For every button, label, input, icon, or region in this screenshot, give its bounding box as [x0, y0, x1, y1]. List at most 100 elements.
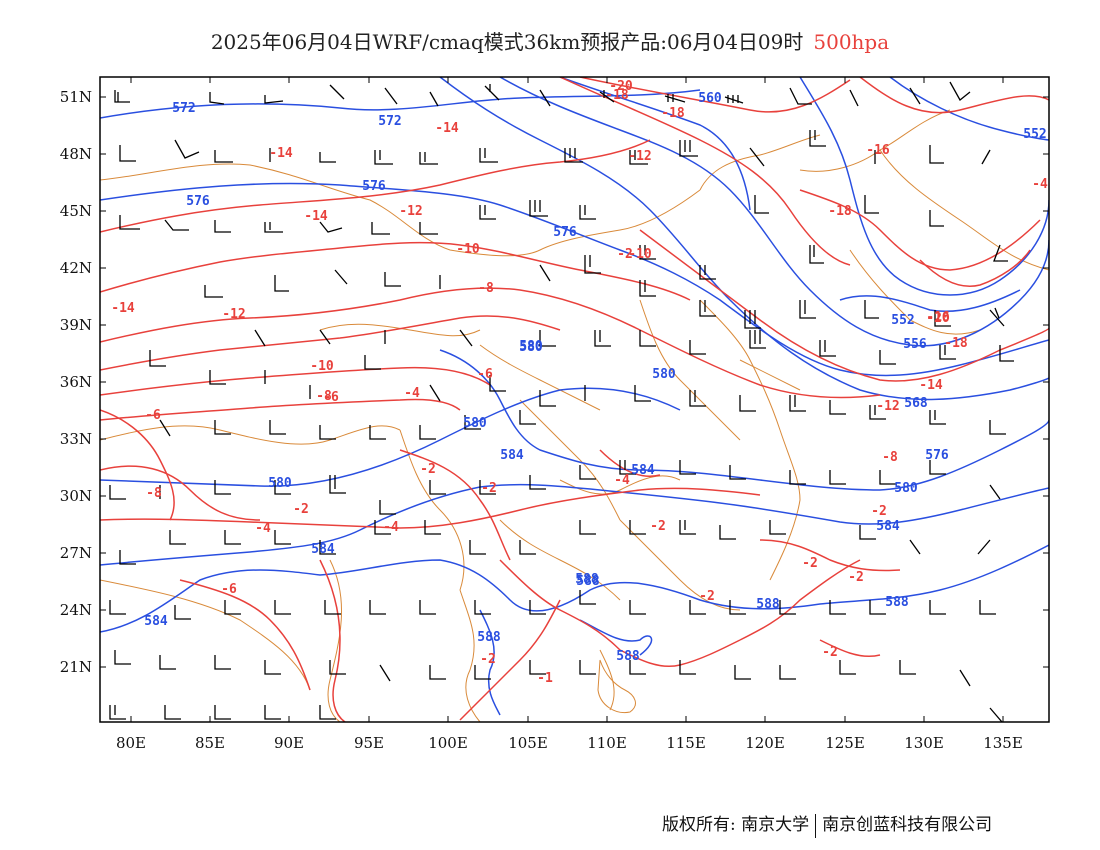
height-label: 588	[477, 630, 501, 645]
temperature-label: -2	[650, 519, 666, 534]
temperature-contour-labels: -14-14-14-14-12-12-10-10-8-8-8-6-6-6-6 -4…	[111, 79, 1048, 686]
temperature-label: -10	[310, 359, 334, 374]
height-label: 584	[144, 614, 168, 629]
height-label: 580	[894, 481, 918, 496]
lat-axis-labels: 51N 48N 45N 42N 39N 36N 33N 30N 27N 24N 21N	[60, 88, 92, 676]
lon-label-130E: 130E	[904, 734, 944, 752]
temperature-label: -2	[481, 481, 497, 496]
temperature-label: -10	[628, 247, 652, 262]
footer-credit: 版权所有: 南京大学 南京创蓝科技有限公司	[662, 810, 992, 838]
height-label: 552	[1023, 127, 1046, 142]
height-label: 556	[903, 337, 927, 352]
height-label: 576	[186, 194, 210, 209]
temperature-label: -18	[828, 204, 852, 219]
lat-label-48N: 48N	[60, 145, 92, 163]
title-main: 2025年06月04日WRF/cmaq模式36km预报产品:06月04日09时	[210, 30, 804, 54]
lat-label-39N: 39N	[60, 316, 92, 334]
footer-separator	[815, 813, 817, 838]
temperature-label: -2	[293, 502, 309, 517]
title-level: 500hpa	[813, 30, 890, 54]
height-label: 588	[576, 574, 600, 589]
boundary-lines	[100, 109, 1049, 722]
height-contour-labels: 572 572 576 576 576 580 580 580 580 580 584 584 584 5…	[144, 91, 1046, 664]
temperature-label: -2	[420, 462, 436, 477]
height-label: 584	[311, 542, 335, 557]
lon-label-80E: 80E	[116, 734, 146, 752]
lon-label-115E: 115E	[666, 734, 706, 752]
lon-label-90E: 90E	[274, 734, 304, 752]
temperature-label: -16	[866, 143, 890, 158]
height-label: 576	[553, 225, 577, 240]
temperature-label: -18	[944, 336, 968, 351]
temperature-label: -2	[871, 504, 887, 519]
temperature-label: -4	[614, 473, 630, 488]
temperature-label: -2	[480, 652, 496, 667]
temperature-label: -18	[605, 88, 629, 103]
height-label: 584	[500, 448, 524, 463]
temperature-label: -20	[926, 311, 950, 326]
temperature-label: -8	[146, 486, 162, 501]
height-label: 560	[698, 91, 722, 106]
lon-label-110E: 110E	[587, 734, 627, 752]
temperature-label: -2	[617, 247, 633, 262]
temperature-label: -2	[699, 589, 715, 604]
height-label: 580	[519, 339, 543, 354]
temperature-label: -18	[661, 106, 685, 121]
temperature-label: -10	[456, 242, 480, 257]
temperature-label: -4	[255, 521, 271, 536]
height-label: 588	[575, 572, 599, 587]
wind-barbs	[109, 81, 1014, 722]
height-label: 572	[172, 101, 195, 116]
map-title: 2025年06月04日WRF/cmaq模式36km预报产品:06月04日09时 5…	[0, 26, 1100, 55]
temperature-label: -1	[537, 671, 553, 686]
temperature-label: -4	[383, 520, 399, 535]
lon-axis-labels: 80E 85E 90E 95E 100E 105E 110E 115E 120E 125E 130E…	[116, 734, 1023, 752]
temperature-label: -12	[876, 399, 899, 414]
temperature-contours	[100, 77, 1049, 722]
lat-label-30N: 30N	[60, 487, 92, 505]
temperature-label: -14	[435, 121, 459, 136]
temperature-label: -2	[848, 570, 864, 585]
temperature-label: -14	[111, 301, 135, 316]
temperature-label: -12	[399, 204, 422, 219]
lat-label-45N: 45N	[60, 202, 92, 220]
temperature-label: -2	[822, 645, 838, 660]
height-label: 568	[904, 396, 928, 411]
temperature-label: -6	[323, 390, 339, 405]
temperature-label: -14	[269, 146, 293, 161]
temperature-label: -12	[628, 149, 651, 164]
temperature-label: -6	[221, 582, 237, 597]
temperature-label: -4	[404, 386, 420, 401]
temperature-label: -6	[477, 367, 493, 382]
height-label: 576	[925, 448, 949, 463]
lon-label-135E: 135E	[983, 734, 1023, 752]
map-plot-area	[100, 77, 1049, 722]
temperature-label: -14	[304, 209, 328, 224]
height-label: 572	[378, 114, 401, 129]
height-label: 580	[268, 476, 292, 491]
company-text: 南京创蓝科技有限公司	[822, 815, 993, 835]
height-label: 580	[652, 367, 676, 382]
height-label: 584	[876, 519, 900, 534]
temperature-label: -16	[926, 310, 950, 325]
lat-label-27N: 27N	[60, 544, 92, 562]
lon-label-85E: 85E	[195, 734, 225, 752]
lat-label-36N: 36N	[60, 373, 92, 391]
height-label: 588	[616, 649, 640, 664]
height-label: 588	[885, 595, 909, 610]
lat-label-42N: 42N	[60, 259, 92, 277]
temperature-label: -14	[919, 378, 943, 393]
lat-label-21N: 21N	[60, 658, 92, 676]
lon-label-125E: 125E	[825, 734, 865, 752]
lat-label-24N: 24N	[60, 601, 92, 619]
temperature-label: -12	[222, 307, 245, 322]
lon-label-95E: 95E	[354, 734, 384, 752]
height-label: 576	[362, 179, 386, 194]
plot-frame	[99, 76, 1050, 723]
height-label: 584	[631, 463, 655, 478]
lon-label-100E: 100E	[428, 734, 468, 752]
temperature-label: -20	[609, 79, 633, 94]
temperature-label: -2	[802, 556, 818, 571]
lat-label-51N: 51N	[60, 88, 92, 106]
